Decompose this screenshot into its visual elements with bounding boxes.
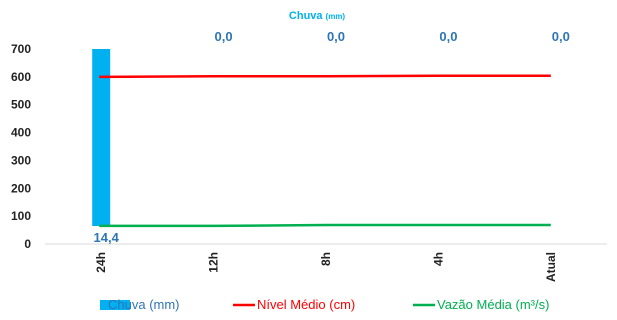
bar-top-label: 0,0 — [552, 29, 570, 44]
bar-top-label: 0,0 — [215, 29, 233, 44]
chart-title-unit: (mm) — [326, 12, 346, 21]
line-series-1 — [99, 223, 551, 228]
y-tick-label: 100 — [11, 209, 31, 223]
y-tick-label: 700 — [11, 42, 31, 56]
legend: Chuva (mm) Nível Médio (cm) Vazão Média (m… — [100, 297, 549, 312]
x-tick-label: 8h — [319, 252, 333, 266]
x-tick-label: 24h — [94, 252, 108, 273]
y-tick-label: 200 — [11, 181, 31, 195]
legend-label: Chuva (mm) — [108, 297, 180, 312]
bar-bottom-label: 14,4 — [94, 230, 120, 245]
bar-chuva — [92, 49, 111, 226]
legend-label: Vazão Média (m³/s) — [437, 297, 549, 312]
y-tick-label: 500 — [11, 98, 31, 112]
legend-swatch-bar — [100, 300, 130, 310]
bar-top-label: 0,0 — [327, 29, 345, 44]
chart-title: Chuva (mm) — [289, 10, 346, 22]
x-tick-label: 12h — [207, 252, 221, 273]
y-tick-label: 600 — [11, 70, 31, 84]
y-tick-label: 300 — [11, 153, 31, 167]
y-tick-label: 400 — [11, 126, 31, 140]
x-tick-label: Atual — [544, 252, 558, 282]
line-series-0 — [99, 74, 551, 79]
plot-area: 0 100 200 300 400 500 600 700 0,0 0,0 0,0 0,0 14,4 24… — [11, 29, 607, 282]
bar-top-label: 0,0 — [439, 29, 457, 44]
chart-title-main: Chuva — [289, 10, 324, 22]
legend-label: Nível Médio (cm) — [257, 297, 355, 312]
x-tick-label: 4h — [431, 252, 445, 266]
y-tick-label: 0 — [24, 237, 31, 251]
